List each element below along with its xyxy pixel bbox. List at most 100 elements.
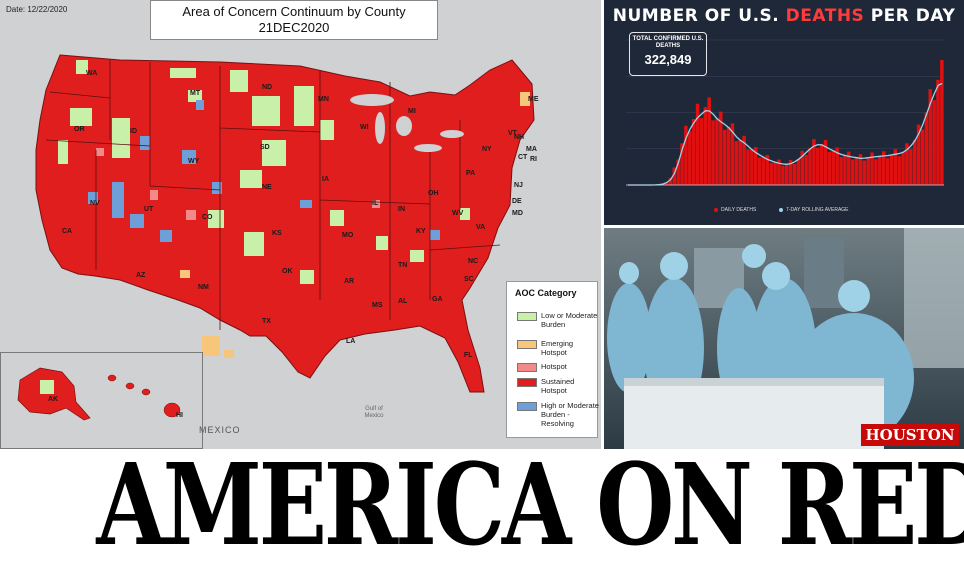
state-label: WI (360, 124, 369, 131)
daily-deaths-bar (862, 160, 867, 185)
state-label: NE (262, 184, 272, 191)
daily-deaths-bar (843, 154, 847, 185)
daily-deaths-bar (885, 158, 890, 185)
daily-deaths-bar (785, 163, 789, 185)
daily-deaths-bar (800, 150, 804, 185)
state-label: OR (74, 126, 85, 133)
state-label: ID (130, 128, 137, 135)
daily-deaths-bar (812, 139, 816, 185)
daily-deaths-bar (835, 147, 839, 185)
state-label: CT (518, 154, 528, 161)
total-deaths-label: TOTAL CONFIRMED U.S. DEATHS (632, 36, 704, 49)
daily-deaths-bar (893, 149, 898, 185)
state-label: MD (512, 210, 523, 217)
daily-deaths-bar (819, 144, 824, 185)
daily-deaths-bar (858, 154, 863, 185)
state-label: HI (176, 412, 183, 419)
state-label: LA (346, 338, 356, 345)
state-label: NH (514, 134, 525, 141)
daily-deaths-bar (703, 107, 708, 185)
state-label: CO (202, 214, 213, 221)
mexico-label: MEXICO (199, 425, 241, 435)
daily-deaths-bar (680, 143, 684, 185)
us-county-map (0, 0, 601, 449)
daily-deaths-bar (719, 111, 723, 185)
daily-deaths-bar (757, 157, 762, 185)
state-label: DE (512, 198, 522, 205)
us-mainland-shape (35, 54, 535, 393)
average-dot-icon (779, 207, 783, 212)
daily-deaths-bar (691, 119, 696, 185)
daily-deaths-bar (889, 154, 894, 185)
state-label: KY (416, 228, 426, 235)
daily-deaths-bar (750, 149, 754, 185)
daily-deaths-bar (753, 147, 758, 185)
headline-part1: NUMBER OF U.S. (612, 6, 786, 26)
hawaii-shape (107, 374, 181, 418)
daily-deaths-bar (928, 89, 932, 185)
hotspot-counties (96, 148, 380, 220)
state-label: PA (466, 170, 476, 177)
state-label: NY (482, 146, 492, 153)
daily-deaths-bar (909, 149, 913, 185)
legend-average-label: 7-DAY ROLLING AVERAGE (786, 207, 849, 213)
daily-deaths-bar (854, 157, 859, 185)
state-label: TX (262, 318, 271, 325)
legend-swatch (517, 363, 537, 372)
daily-deaths-bar (707, 97, 711, 185)
state-label: SC (464, 276, 474, 283)
houston-badge: HOUSTON (861, 424, 959, 446)
legend-average: 7-DAY ROLLING AVERAGE (779, 207, 849, 213)
daily-deaths-bar (730, 123, 735, 185)
daily-deaths-bar (734, 140, 739, 185)
state-label: RI (530, 156, 537, 163)
main-headline: AMERICA ON RED ALERT (96, 451, 964, 571)
daily-deaths-bar (831, 150, 836, 185)
daily-deaths-bar (874, 159, 878, 185)
map-title-box: Area of Concern Continuum by County 21DE… (150, 0, 438, 40)
daily-deaths-bar (936, 79, 940, 185)
legend-label: High or Moderate Burden - Resolving (541, 401, 599, 428)
state-label: MI (408, 108, 416, 115)
daily-deaths-bar (668, 177, 673, 185)
daily-deaths-bar (850, 159, 855, 185)
daily-deaths-bar (808, 148, 812, 185)
state-borders (45, 60, 501, 330)
daily-deaths-bar (781, 165, 785, 185)
great-lakes (350, 94, 464, 152)
daily-deaths-bar (792, 163, 797, 185)
daily-deaths-bar (796, 158, 801, 185)
state-label: IN (398, 206, 405, 213)
daily-deaths-bar (761, 156, 766, 185)
daily-deaths-bar (726, 127, 731, 185)
state-label: MS (372, 302, 383, 309)
emerging-counties (180, 92, 530, 358)
daily-deaths-bar (695, 103, 700, 185)
daily-deaths-bar (684, 125, 688, 185)
inset-frame (0, 352, 203, 449)
daily-deaths-bar (916, 124, 921, 185)
state-label: NM (198, 284, 209, 291)
headline-part2: PER DAY (864, 6, 956, 26)
daily-deaths-bar (881, 151, 886, 185)
state-label: OH (428, 190, 439, 197)
daily-deaths-bar (711, 120, 715, 185)
daily-deaths-bar (742, 135, 746, 185)
hospital-photo-illustration (604, 228, 964, 449)
daily-deaths-bar (765, 154, 770, 185)
daily-deaths-bar (699, 118, 704, 185)
map-date-title: 21DEC2020 (258, 20, 330, 35)
state-label: AR (344, 278, 355, 285)
resolving-counties (88, 100, 440, 242)
state-label: AK (48, 396, 59, 403)
state-label: MO (342, 232, 354, 239)
state-label: AL (398, 298, 408, 305)
daily-deaths-bar (905, 143, 909, 185)
legend-swatch (517, 402, 537, 411)
state-label: KS (272, 230, 282, 237)
chart-headline: NUMBER OF U.S. DEATHS PER DAY (604, 6, 964, 26)
state-label: NJ (514, 182, 523, 189)
total-deaths-value: 322,849 (644, 52, 692, 67)
legend-daily: DAILY DEATHS (714, 207, 756, 213)
daily-deaths-bar (773, 161, 777, 185)
